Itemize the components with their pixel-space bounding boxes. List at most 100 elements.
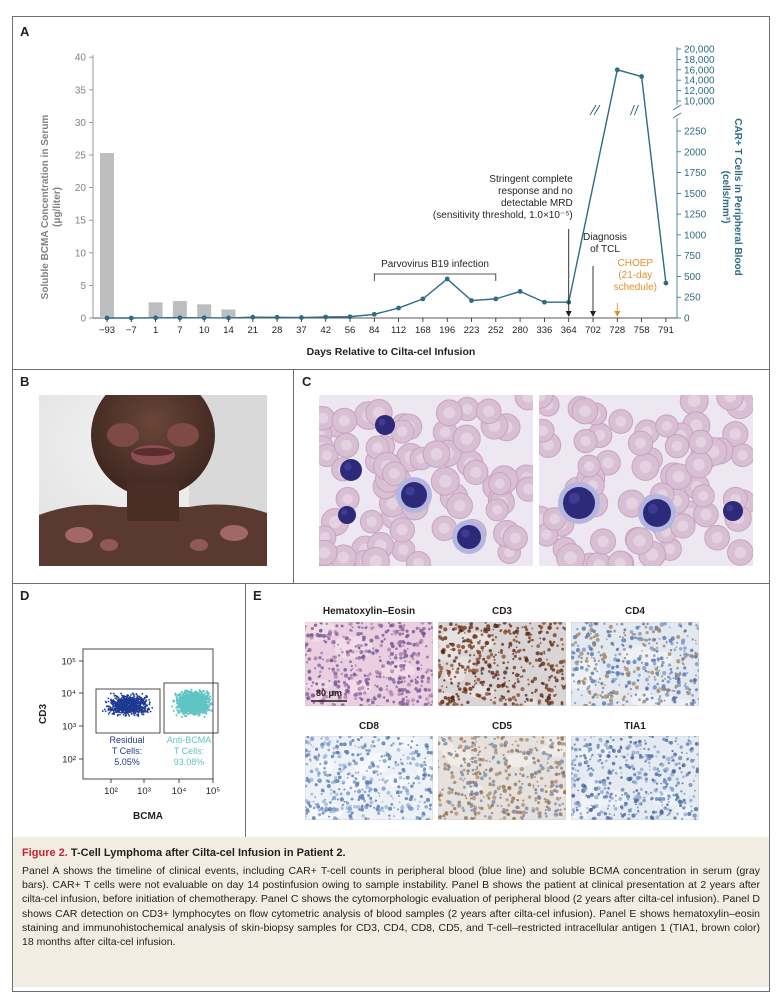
caption-title-text: T-Cell Lymphoma after Cilta-cel Infusion… bbox=[67, 847, 346, 859]
gate-residual-value: 5.05% bbox=[114, 757, 140, 767]
x-tick-label: 21 bbox=[248, 325, 259, 336]
car-t-point bbox=[347, 314, 353, 320]
y-right-tick-label: 1500 bbox=[684, 189, 707, 200]
tile-image-cd4 bbox=[571, 622, 699, 706]
flow-x-tick-label: 10⁵ bbox=[206, 786, 221, 797]
panel-c-label: C bbox=[302, 374, 312, 389]
flow-y-tick-label: 10² bbox=[62, 755, 76, 766]
x-tick-label: 791 bbox=[658, 325, 674, 336]
car-t-point bbox=[396, 305, 401, 311]
y-left-tick-label: 20 bbox=[75, 183, 87, 194]
bcma-bar bbox=[148, 302, 163, 318]
tile-title-cd4: CD4 bbox=[624, 606, 645, 617]
x-tick-label: 196 bbox=[439, 325, 455, 336]
flow-x-tick-label: 10² bbox=[104, 786, 118, 797]
car-t-point bbox=[469, 298, 474, 303]
gate-antibcma-line2: T Cells: bbox=[174, 746, 204, 756]
annotation-parvovirus: Parvovirus B19 infection bbox=[381, 259, 489, 270]
car-t-point bbox=[371, 311, 377, 317]
y-right-tick-label: 1000 bbox=[684, 230, 707, 241]
panel-a-label: A bbox=[20, 24, 30, 39]
y-right-label-line2: (cells/mm³) bbox=[720, 171, 731, 224]
annotation-text: Diagnosis bbox=[583, 232, 627, 243]
tile-image-he bbox=[305, 622, 433, 706]
y-left-tick-label: 10 bbox=[75, 248, 87, 259]
y-left-tick-label: 30 bbox=[75, 118, 87, 129]
x-tick-label: 7 bbox=[177, 325, 182, 336]
y-right-tick-label: 1750 bbox=[684, 168, 707, 179]
x-tick-label: 168 bbox=[415, 325, 431, 336]
blood-smear-left bbox=[319, 395, 533, 566]
x-tick-label: 336 bbox=[536, 325, 552, 336]
patient-photo bbox=[39, 395, 267, 566]
x-tick-label: 14 bbox=[223, 325, 234, 336]
x-tick-label: 28 bbox=[272, 325, 283, 336]
panel-a-chart: Soluble BCMA Concentration in Serum (μg/… bbox=[40, 45, 743, 359]
flow-x-label: BCMA bbox=[133, 811, 163, 822]
tile-image-tia1 bbox=[571, 736, 699, 820]
annotation-text: (sensitivity threshold, 1.0×10⁻⁵) bbox=[433, 210, 573, 221]
y-left-tick-label: 35 bbox=[75, 85, 87, 96]
y-left-tick-label: 15 bbox=[75, 216, 87, 227]
tile-title-cd3: CD3 bbox=[491, 606, 512, 617]
y-right-tick-label: 1250 bbox=[684, 210, 707, 221]
car-t-point bbox=[177, 315, 183, 321]
x-tick-label: 280 bbox=[512, 325, 528, 336]
gate-antibcma-line1: Anti-BCMA bbox=[167, 735, 212, 745]
tile-image-cd5 bbox=[438, 736, 566, 820]
flow-x-tick-label: 10³ bbox=[137, 786, 151, 797]
y-right-tick-label: 750 bbox=[684, 251, 701, 262]
panel-e-label: E bbox=[253, 588, 262, 603]
caption-body: Panel A shows the timeline of clinical e… bbox=[22, 865, 760, 949]
y-right-tick-label: 12,000 bbox=[684, 86, 715, 97]
annotation-text: Stringent complete bbox=[489, 174, 573, 185]
car-t-point bbox=[299, 315, 304, 320]
figure: A Soluble BCMA Concentration in Serum (μ… bbox=[12, 16, 770, 992]
car-t-point bbox=[226, 315, 231, 321]
y-right-tick-label: 250 bbox=[684, 293, 701, 304]
car-t-point bbox=[420, 296, 426, 302]
x-tick-label: 10 bbox=[199, 325, 210, 336]
gate-residual-line1: Residual bbox=[109, 735, 144, 745]
flow-y-label: CD3 bbox=[38, 704, 49, 724]
car-t-point bbox=[493, 296, 499, 302]
car-t-point bbox=[250, 314, 256, 320]
bcma-bar bbox=[172, 301, 187, 318]
car-t-point bbox=[153, 315, 159, 321]
tile-title-cd5: CD5 bbox=[491, 721, 512, 732]
y-right-tick-label: 20,000 bbox=[684, 45, 715, 56]
x-tick-label: 728 bbox=[609, 325, 625, 336]
car-t-point bbox=[614, 67, 620, 73]
caption-title: Figure 2. T-Cell Lymphoma after Cilta-ce… bbox=[22, 847, 760, 859]
y-right-tick-label: 2000 bbox=[684, 147, 707, 158]
x-tick-label: 364 bbox=[561, 325, 577, 336]
y-left-label-line1: Soluble BCMA Concentration in Serum bbox=[40, 115, 51, 300]
car-t-point bbox=[663, 280, 669, 286]
gate-residual-line2: T Cells: bbox=[112, 746, 142, 756]
annotation-text: of TCL bbox=[590, 244, 620, 255]
panel-d-flow-plot: Residual T Cells: 5.05% Anti-BCMA T Cell… bbox=[38, 648, 221, 822]
x-tick-label: −7 bbox=[126, 325, 137, 336]
car-t-point bbox=[274, 314, 280, 320]
caption-figure-number: Figure 2. bbox=[22, 847, 68, 859]
y-right-tick-label: 0 bbox=[684, 314, 690, 325]
annotation-text: schedule) bbox=[614, 282, 657, 293]
bcma-bar bbox=[197, 304, 212, 318]
y-right-tick-label: 16,000 bbox=[684, 65, 715, 76]
annotation-text: detectable MRD bbox=[501, 198, 573, 209]
gate-antibcma-value: 93.08% bbox=[174, 757, 205, 767]
tile-title-he: Hematoxylin–Eosin bbox=[322, 606, 416, 617]
car-t-point bbox=[323, 314, 329, 320]
x-tick-label: 702 bbox=[585, 325, 601, 336]
y-right-tick-label: 2250 bbox=[684, 127, 707, 138]
x-tick-label: 37 bbox=[296, 325, 307, 336]
car-t-point bbox=[639, 74, 644, 79]
y-right-label-line1: CAR+ T Cells in Peripheral Blood bbox=[732, 118, 743, 276]
tile-title-tia1: TIA1 bbox=[624, 721, 646, 732]
y-right-tick-label: 18,000 bbox=[684, 55, 715, 66]
bcma-bar bbox=[221, 309, 236, 318]
x-tick-label: 42 bbox=[320, 325, 331, 336]
x-tick-label: 758 bbox=[634, 325, 650, 336]
panel-b-label: B bbox=[20, 374, 30, 389]
scale-bar: 80 μm bbox=[311, 688, 347, 702]
